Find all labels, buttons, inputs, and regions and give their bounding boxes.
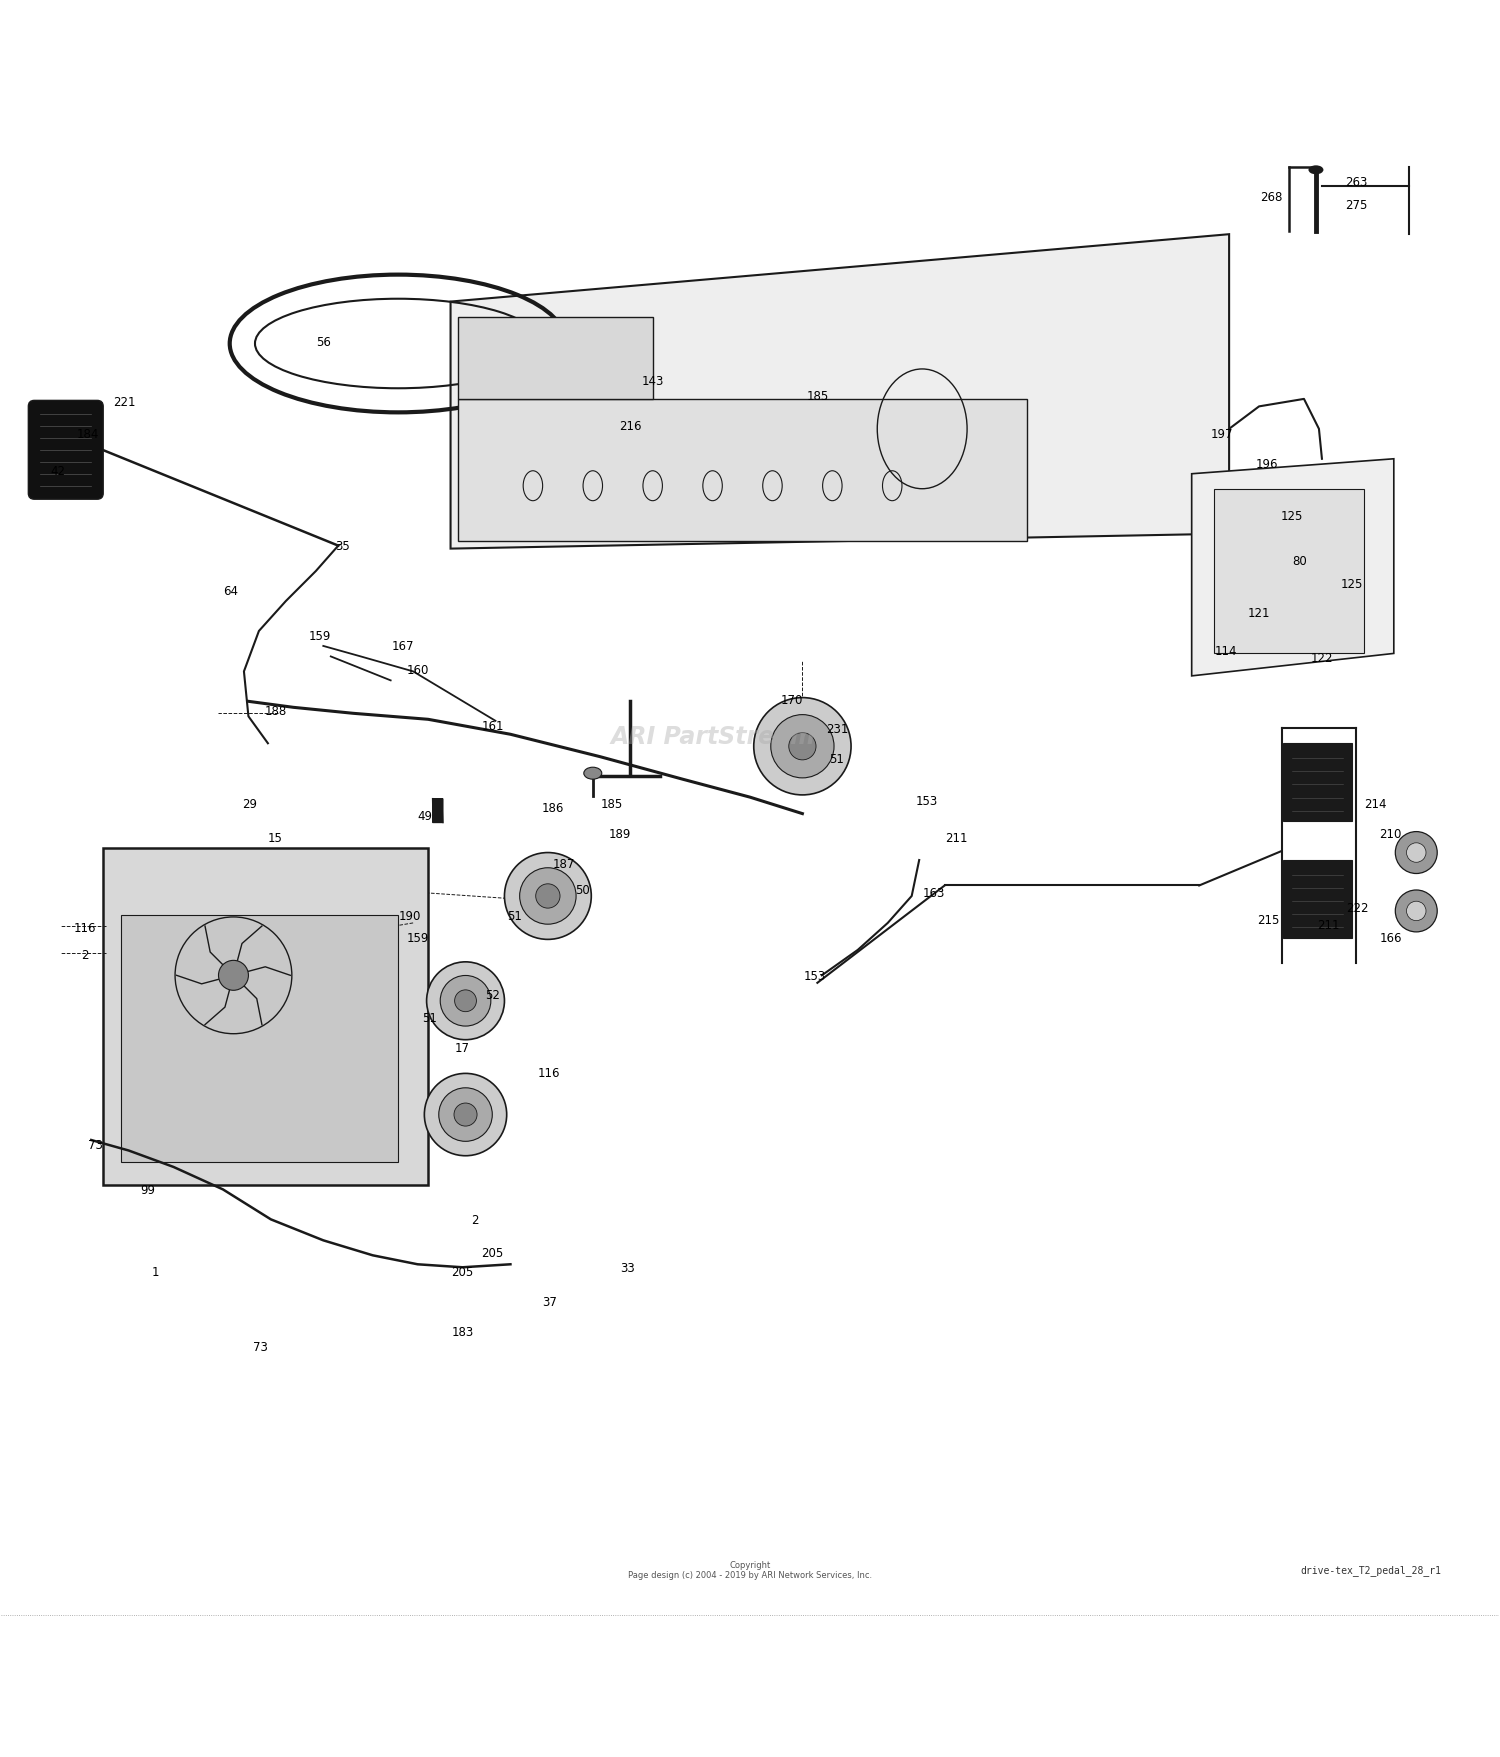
Text: 50: 50 xyxy=(574,884,590,898)
FancyBboxPatch shape xyxy=(28,401,104,501)
Text: 51: 51 xyxy=(830,752,844,766)
Text: 211: 211 xyxy=(945,831,968,845)
Text: 121: 121 xyxy=(1248,608,1270,620)
Text: 189: 189 xyxy=(609,828,631,840)
Text: 99: 99 xyxy=(141,1182,156,1197)
FancyBboxPatch shape xyxy=(458,318,652,399)
Text: 2: 2 xyxy=(471,1212,478,1226)
Text: 216: 216 xyxy=(620,420,642,432)
Text: 163: 163 xyxy=(922,887,945,900)
Text: 222: 222 xyxy=(1347,901,1370,915)
Text: 125: 125 xyxy=(1341,578,1364,590)
Text: 153: 153 xyxy=(804,970,825,982)
Ellipse shape xyxy=(1395,891,1437,933)
Text: 37: 37 xyxy=(542,1295,556,1309)
Text: 56: 56 xyxy=(316,336,330,350)
FancyBboxPatch shape xyxy=(458,399,1028,541)
Text: 275: 275 xyxy=(1346,199,1368,211)
Ellipse shape xyxy=(454,1103,477,1126)
Text: 268: 268 xyxy=(1260,192,1282,204)
Ellipse shape xyxy=(519,868,576,924)
Ellipse shape xyxy=(426,963,504,1040)
Text: 35: 35 xyxy=(336,539,350,553)
Ellipse shape xyxy=(1407,901,1426,921)
Ellipse shape xyxy=(219,961,249,991)
Ellipse shape xyxy=(440,1088,492,1142)
Text: 116: 116 xyxy=(538,1066,561,1079)
Text: 2: 2 xyxy=(81,949,88,961)
FancyBboxPatch shape xyxy=(1282,743,1352,822)
Text: 197: 197 xyxy=(1210,427,1233,441)
Text: 186: 186 xyxy=(542,801,564,815)
Text: 166: 166 xyxy=(1380,931,1402,945)
Text: 183: 183 xyxy=(452,1325,474,1339)
Text: 15: 15 xyxy=(268,831,284,845)
Ellipse shape xyxy=(536,884,560,908)
Text: 185: 185 xyxy=(807,390,828,402)
Text: 211: 211 xyxy=(1317,919,1340,931)
Text: drive-tex_T2_pedal_28_r1: drive-tex_T2_pedal_28_r1 xyxy=(1300,1564,1442,1576)
Text: 210: 210 xyxy=(1380,828,1402,840)
Text: 214: 214 xyxy=(1365,798,1388,810)
Text: 122: 122 xyxy=(1311,652,1334,666)
Text: 64: 64 xyxy=(224,585,238,597)
Text: 159: 159 xyxy=(309,629,332,643)
Text: 231: 231 xyxy=(825,722,848,736)
Ellipse shape xyxy=(753,698,850,796)
Text: 205: 205 xyxy=(482,1246,504,1260)
Text: 221: 221 xyxy=(112,395,135,409)
Text: 1: 1 xyxy=(152,1265,159,1279)
Text: 187: 187 xyxy=(554,857,576,870)
Text: 73: 73 xyxy=(88,1139,104,1151)
Text: 184: 184 xyxy=(76,427,99,441)
Ellipse shape xyxy=(1395,833,1437,873)
Ellipse shape xyxy=(454,991,477,1012)
Ellipse shape xyxy=(424,1074,507,1156)
Text: 73: 73 xyxy=(254,1341,268,1353)
Text: 263: 263 xyxy=(1346,176,1368,190)
Text: 188: 188 xyxy=(264,705,286,717)
Text: 170: 170 xyxy=(780,694,802,706)
Text: 160: 160 xyxy=(406,664,429,676)
FancyBboxPatch shape xyxy=(1214,490,1364,654)
Ellipse shape xyxy=(440,975,491,1026)
Text: 51: 51 xyxy=(422,1012,436,1024)
Text: ARI PartStream: ARI PartStream xyxy=(610,724,815,748)
Text: 17: 17 xyxy=(454,1042,470,1054)
Text: 116: 116 xyxy=(74,921,96,935)
Polygon shape xyxy=(1191,460,1394,676)
Text: 205: 205 xyxy=(452,1265,474,1279)
Text: 42: 42 xyxy=(51,466,66,478)
Text: 49: 49 xyxy=(417,810,432,822)
Text: 52: 52 xyxy=(484,989,500,1001)
Text: 143: 143 xyxy=(642,376,664,388)
Text: 29: 29 xyxy=(243,798,258,810)
Text: 190: 190 xyxy=(399,910,422,922)
FancyBboxPatch shape xyxy=(1282,861,1352,938)
Ellipse shape xyxy=(504,854,591,940)
FancyBboxPatch shape xyxy=(122,915,398,1163)
Text: 33: 33 xyxy=(620,1262,634,1274)
Ellipse shape xyxy=(1308,167,1323,176)
Text: 153: 153 xyxy=(915,794,938,806)
Ellipse shape xyxy=(789,733,816,761)
Text: 80: 80 xyxy=(1292,555,1306,568)
Text: 161: 161 xyxy=(482,719,504,733)
Text: 167: 167 xyxy=(392,640,414,654)
Text: 159: 159 xyxy=(406,931,429,945)
Ellipse shape xyxy=(771,715,834,778)
Text: 196: 196 xyxy=(1256,457,1278,471)
Text: 125: 125 xyxy=(1281,510,1304,524)
Ellipse shape xyxy=(584,768,602,780)
Ellipse shape xyxy=(1407,843,1426,863)
Polygon shape xyxy=(450,235,1228,550)
Text: 114: 114 xyxy=(1215,645,1237,657)
Polygon shape xyxy=(104,849,427,1186)
Text: Copyright
Page design (c) 2004 - 2019 by ARI Network Services, Inc.: Copyright Page design (c) 2004 - 2019 by… xyxy=(628,1560,872,1580)
Text: 51: 51 xyxy=(507,910,522,922)
Text: 215: 215 xyxy=(1257,914,1280,928)
Text: 185: 185 xyxy=(602,798,624,810)
